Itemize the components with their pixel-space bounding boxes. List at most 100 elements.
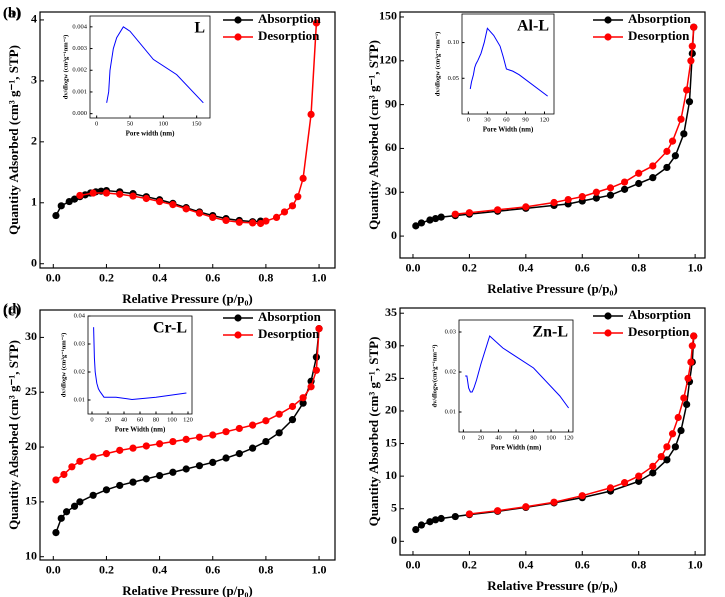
data-point — [315, 325, 323, 333]
y-axis-label: dv/dlogw (cm³g⁻¹nm⁻¹) — [434, 32, 441, 97]
x-tick-label: 1.0 — [312, 271, 327, 285]
data-point — [235, 450, 243, 458]
x-axis-label: Pore Width (nm) — [115, 426, 166, 434]
data-point — [690, 23, 698, 31]
x-tick-label: 0.8 — [258, 271, 273, 285]
x-tick-label: 120 — [540, 116, 550, 123]
data-point — [209, 213, 217, 222]
x-tick-label: 0.0 — [46, 271, 61, 285]
x-tick-label: 100 — [546, 434, 556, 441]
y-tick-label: 0.03 — [445, 328, 456, 335]
data-point — [89, 453, 97, 461]
data-point — [209, 431, 217, 439]
y-axis-label: Quantity Adsorbed (cm³ g⁻¹, STP) — [6, 45, 21, 235]
x-tick-label: 0.8 — [258, 563, 273, 577]
data-point — [57, 202, 65, 210]
panel-label: (d) — [3, 301, 21, 317]
y-tick-label: 0.04 — [74, 312, 86, 319]
x-tick-label: 0.0 — [405, 261, 420, 275]
y-tick-label: 0 — [31, 255, 37, 269]
data-point — [680, 394, 688, 402]
inset-plot: 0 20 40 60 80 100 120 0.01 0.02 0.03 Pore Width (n… — [431, 319, 573, 452]
data-point — [169, 468, 177, 476]
x-tick-label: 100 — [158, 120, 168, 127]
legend-label: Absorption — [258, 11, 322, 26]
y-tick-label: 20 — [25, 439, 37, 453]
series-line — [469, 27, 548, 97]
data-point — [550, 198, 558, 207]
data-point — [76, 457, 84, 465]
legend-label: Absorption — [628, 11, 692, 26]
y-tick-label: 0.003 — [72, 45, 87, 52]
y-tick-label: 150 — [379, 9, 397, 23]
y-tick-label: 10 — [25, 548, 37, 562]
data-point — [142, 442, 150, 450]
x-tick-label: 1.0 — [312, 563, 327, 577]
legend-label: Absorption — [628, 307, 692, 322]
legend-label: Absorption — [258, 309, 322, 324]
data-point — [249, 444, 257, 452]
data-point — [668, 137, 677, 145]
x-tick-label: 0 — [462, 434, 465, 441]
y-tick-label: 0.004 — [72, 23, 87, 30]
x-tick-label: 0.6 — [205, 271, 220, 285]
y-tick-label: 0.02 — [445, 368, 456, 375]
data-point — [635, 169, 643, 177]
x-tick-label: 0.2 — [99, 563, 114, 577]
data-point — [688, 342, 696, 350]
data-point — [671, 443, 679, 451]
data-point — [687, 57, 695, 65]
x-tick-label: 20 — [478, 434, 485, 441]
data-point — [102, 486, 111, 494]
x-tick-label: 150 — [192, 120, 202, 127]
x-tick-label: 0.6 — [575, 558, 590, 572]
x-tick-label: 90 — [522, 116, 529, 123]
data-point — [426, 216, 434, 224]
data-point — [70, 502, 79, 510]
data-point — [451, 512, 459, 521]
legend-label: Desorption — [628, 28, 690, 43]
x-tick-label: 50 — [127, 120, 134, 127]
data-point — [522, 503, 530, 511]
data-point — [155, 440, 164, 448]
data-point — [690, 332, 698, 340]
data-point — [417, 219, 426, 227]
data-point — [431, 516, 440, 524]
data-point — [674, 413, 682, 422]
x-tick-label: 0.2 — [99, 271, 114, 285]
data-point — [262, 417, 270, 425]
data-point — [52, 211, 60, 220]
legend-marker — [604, 329, 612, 337]
data-point — [668, 430, 677, 438]
x-tick-label: 0.0 — [46, 563, 61, 577]
data-point — [663, 456, 671, 464]
x-tick-label: 0 — [90, 416, 93, 423]
y-tick-label: 25 — [385, 370, 397, 384]
data-point — [249, 219, 257, 227]
data-point — [465, 510, 474, 518]
data-point — [272, 213, 281, 222]
data-point — [437, 213, 445, 221]
data-point — [451, 210, 459, 218]
data-point — [663, 147, 671, 155]
x-tick-label: 0.2 — [462, 261, 477, 275]
y-tick-label: 0.02 — [74, 368, 85, 375]
data-point — [620, 178, 629, 186]
x-tick-label: 60 — [137, 416, 144, 423]
data-point — [249, 421, 257, 429]
data-point — [155, 471, 164, 480]
data-point — [649, 162, 657, 170]
x-tick-label: 1.0 — [688, 261, 703, 275]
panel-label: (a) — [3, 5, 21, 21]
x-axis-label: Relative Pressure (p/p₀) — [122, 583, 253, 597]
y-tick-label: 15 — [25, 494, 37, 508]
data-point — [684, 374, 692, 382]
data-point — [307, 110, 315, 118]
y-tick-label: 30 — [385, 184, 397, 198]
data-point — [89, 491, 97, 499]
data-point — [680, 130, 688, 138]
data-point — [222, 428, 230, 436]
x-axis-label: Relative Pressure (p/p₀) — [122, 291, 253, 306]
data-point — [677, 115, 685, 123]
data-point — [657, 452, 665, 461]
